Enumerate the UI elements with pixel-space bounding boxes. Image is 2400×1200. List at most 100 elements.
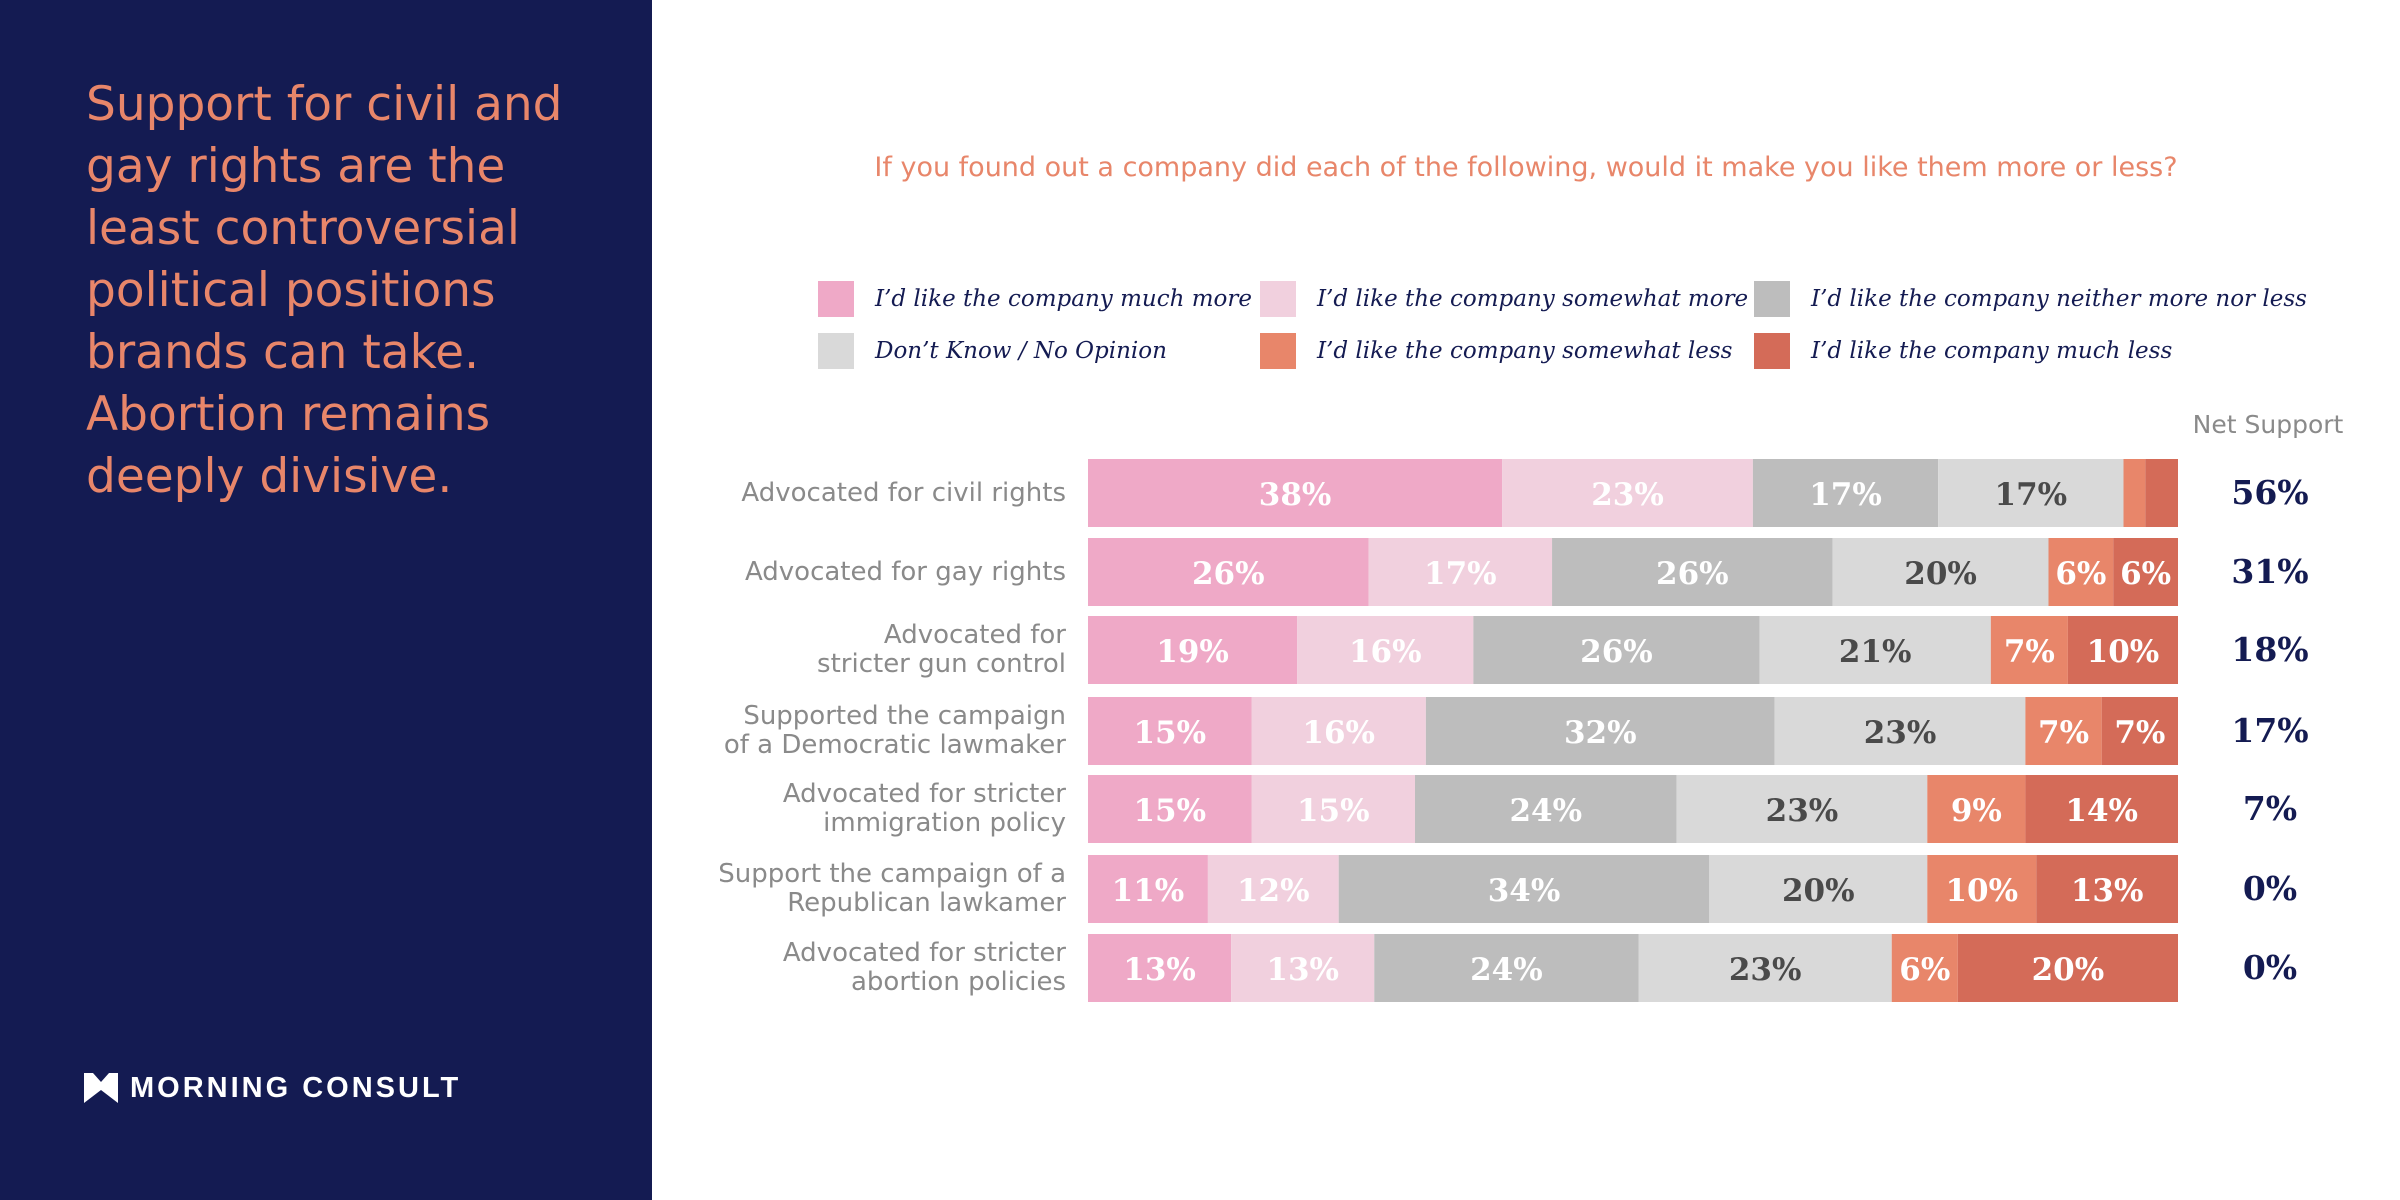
bar-segment [2067, 616, 2178, 684]
bar-segment [1088, 934, 1232, 1002]
bar-segment [1891, 934, 1958, 1002]
bar-data-label: 23% [1729, 952, 1802, 988]
category-label: Advocated for stricter immigration polic… [782, 779, 1066, 838]
legend-item: I’d like the company neither more nor le… [1754, 281, 2307, 317]
bar-segment [1832, 538, 2049, 606]
bar-segment [1425, 697, 1775, 765]
bar-data-label: 23% [1591, 477, 1664, 513]
bar-data-label: 16% [1302, 715, 1375, 751]
bar-data-label: 17% [1809, 477, 1882, 513]
bar-segment [1752, 459, 1939, 527]
bar-data-label: 26% [1656, 556, 1729, 592]
legend-label: I’d like the company neither more nor le… [1811, 286, 2307, 312]
legend-item: Don’t Know / No Opinion [818, 333, 1167, 369]
legend-swatch [818, 281, 854, 317]
bar-segment [1088, 775, 1252, 843]
bar-data-label: 34% [1488, 873, 1561, 909]
bar-data-label: 7% [2114, 715, 2165, 751]
bar-segment [1415, 775, 1677, 843]
headline: Support for civil and gay rights are the… [86, 77, 563, 504]
bar-segment [1759, 616, 1991, 684]
bar-segment [1709, 855, 1928, 923]
net-support-value: 31% [2231, 552, 2309, 591]
legend-item: I’d like the company much more [818, 281, 1252, 317]
bar-segment [1938, 459, 2124, 527]
bar-segment [1990, 616, 2068, 684]
bar-segment [2048, 538, 2114, 606]
legend-item: I’d like the company somewhat more [1260, 281, 1748, 317]
bar-segment [1774, 697, 2026, 765]
legend-label: I’d like the company somewhat less [1317, 338, 1733, 364]
bar-data-label: 15% [1133, 715, 1206, 751]
bar-segment [1231, 934, 1375, 1002]
legend-swatch [1754, 333, 1790, 369]
bar-data-label: 17% [1424, 556, 1497, 592]
bar-data-label: 7% [2038, 715, 2089, 751]
bar-segment [1927, 775, 2026, 843]
bar-data-label: 26% [1580, 634, 1653, 670]
legend-label: I’d like the company somewhat more [1317, 286, 1749, 312]
bar-segment [1957, 934, 2178, 1002]
bar-segment [1251, 697, 1426, 765]
category-label: Support the campaign of a Republican law… [718, 859, 1066, 918]
bar-segment [1374, 934, 1639, 1002]
bar-segment [1552, 538, 1833, 606]
legend-label: I’d like the company much less [1811, 338, 2173, 364]
chart-title: If you found out a company did each of t… [874, 152, 2178, 183]
bar-segment [1338, 855, 1710, 923]
bar-data-label: 9% [1951, 793, 2002, 829]
bar-data-label: 38% [1259, 477, 1332, 513]
bar-data-label: 24% [1470, 952, 1543, 988]
morning-consult-logo: MORNING CONSULT [84, 1070, 461, 1106]
bar-segment [2025, 775, 2178, 843]
net-support-value: 0% [2242, 869, 2298, 908]
bar-segment [2145, 459, 2178, 527]
net-support-value: 56% [2231, 473, 2309, 512]
legend-label: Don’t Know / No Opinion [875, 338, 1167, 364]
bar-segment [1676, 775, 1928, 843]
bar-data-label: 24% [1509, 793, 1582, 829]
bar-data-label: 6% [2055, 556, 2106, 592]
bar-segment [1088, 855, 1208, 923]
bar-segment [1297, 616, 1474, 684]
bar-data-label: 10% [2087, 634, 2160, 670]
bar-data-label: 11% [1112, 873, 1185, 909]
bar-data-label: 15% [1297, 793, 1370, 829]
logo-mark-icon [84, 1073, 118, 1103]
bar-data-label: 32% [1564, 715, 1637, 751]
bar-segment [1502, 459, 1753, 527]
legend-swatch [818, 333, 854, 369]
bar-data-label: 12% [1237, 873, 1310, 909]
legend-swatch [1260, 333, 1296, 369]
bar-segment [2123, 459, 2146, 527]
bar-segment [1638, 934, 1892, 1002]
bar-segment [1088, 459, 1503, 527]
bar-data-label: 17% [1995, 477, 2068, 513]
bar-data-label: 6% [1899, 952, 1950, 988]
bar-segment [1473, 616, 1760, 684]
net-support-value: 7% [2242, 789, 2298, 828]
logo-text: MORNING CONSULT [130, 1071, 462, 1104]
net-support-value: 0% [2242, 948, 2298, 987]
bar-segment [2036, 855, 2178, 923]
bar-segment [1088, 697, 1252, 765]
bar-segment [1088, 538, 1369, 606]
category-label: Supported the campaign of a Democratic l… [723, 701, 1066, 760]
net-support-value: 17% [2231, 711, 2309, 750]
legend-swatch [1754, 281, 1790, 317]
bar-segment [1927, 855, 2037, 923]
legend-item: I’d like the company much less [1754, 333, 2172, 369]
bar-data-label: 23% [1864, 715, 1937, 751]
legend-label: I’d like the company much more [875, 286, 1252, 312]
bar-data-label: 10% [1945, 873, 2018, 909]
category-label: Advocated for stricter gun control [817, 620, 1066, 679]
bar-segment [1207, 855, 1339, 923]
net-support-value: 18% [2231, 630, 2309, 669]
bar-segment [2113, 538, 2178, 606]
bar-data-label: 20% [2032, 952, 2105, 988]
bar-data-label: 14% [2065, 793, 2138, 829]
bar-data-label: 13% [1266, 952, 1339, 988]
bar-data-label: 6% [2120, 556, 2171, 592]
bar-segment [1368, 538, 1553, 606]
